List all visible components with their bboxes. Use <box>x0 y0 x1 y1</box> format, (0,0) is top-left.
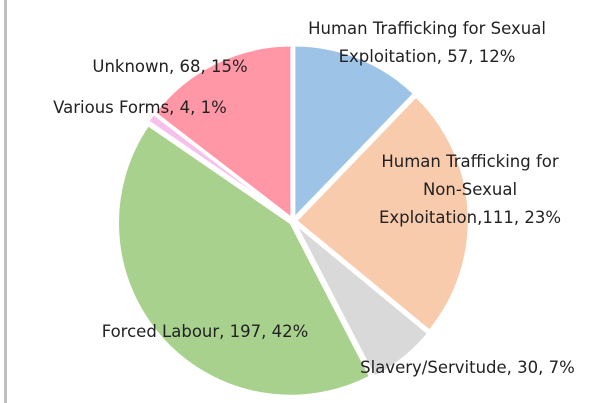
pie-slice <box>292 43 416 222</box>
data-label: Human Trafficking for Sexual Exploitatio… <box>308 19 546 66</box>
pie-slice <box>116 123 372 398</box>
side-border <box>4 0 7 403</box>
data-label: Various Forms, 4, 1% <box>53 98 227 117</box>
pie-slice <box>293 222 431 379</box>
data-label: Unknown, 68, 15% <box>92 57 248 76</box>
data-label: Slavery/Servitude, 30, 7% <box>360 358 575 377</box>
pie-slice <box>146 111 292 221</box>
pie-slice <box>294 94 471 333</box>
pie-slice <box>152 44 293 221</box>
data-label: Forced Labour, 197, 42% <box>101 322 309 341</box>
data-label: Human Trafficking for Non-Sexual Exploit… <box>378 152 561 227</box>
